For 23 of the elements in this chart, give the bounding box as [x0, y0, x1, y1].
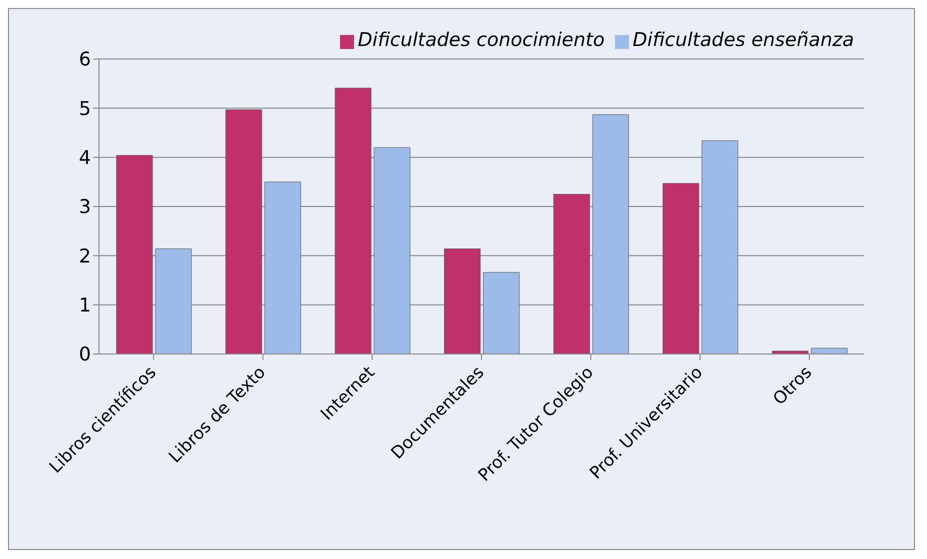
bar	[116, 155, 153, 354]
y-tick-label: 1	[78, 294, 91, 317]
bar	[483, 272, 520, 354]
y-tick-label: 2	[78, 245, 91, 268]
bar	[810, 348, 848, 354]
bar	[155, 248, 192, 354]
bar	[772, 350, 808, 354]
y-tick-label: 6	[78, 48, 91, 71]
bar	[226, 109, 262, 354]
y-tick-label: 3	[78, 196, 91, 218]
y-tick-label: 0	[78, 344, 91, 366]
bar	[444, 248, 481, 354]
y-tick-label: 5	[78, 98, 91, 120]
bar	[553, 194, 590, 354]
legend-label: Dificultades conocimiento	[358, 29, 605, 51]
bar	[374, 147, 410, 354]
y-tick-label: 4	[78, 147, 91, 170]
bar	[592, 114, 629, 354]
legend-label: Dificultades enseñanza	[632, 29, 854, 51]
bar	[334, 88, 372, 354]
bar	[264, 182, 302, 354]
bar	[702, 140, 738, 354]
bar	[662, 183, 700, 354]
